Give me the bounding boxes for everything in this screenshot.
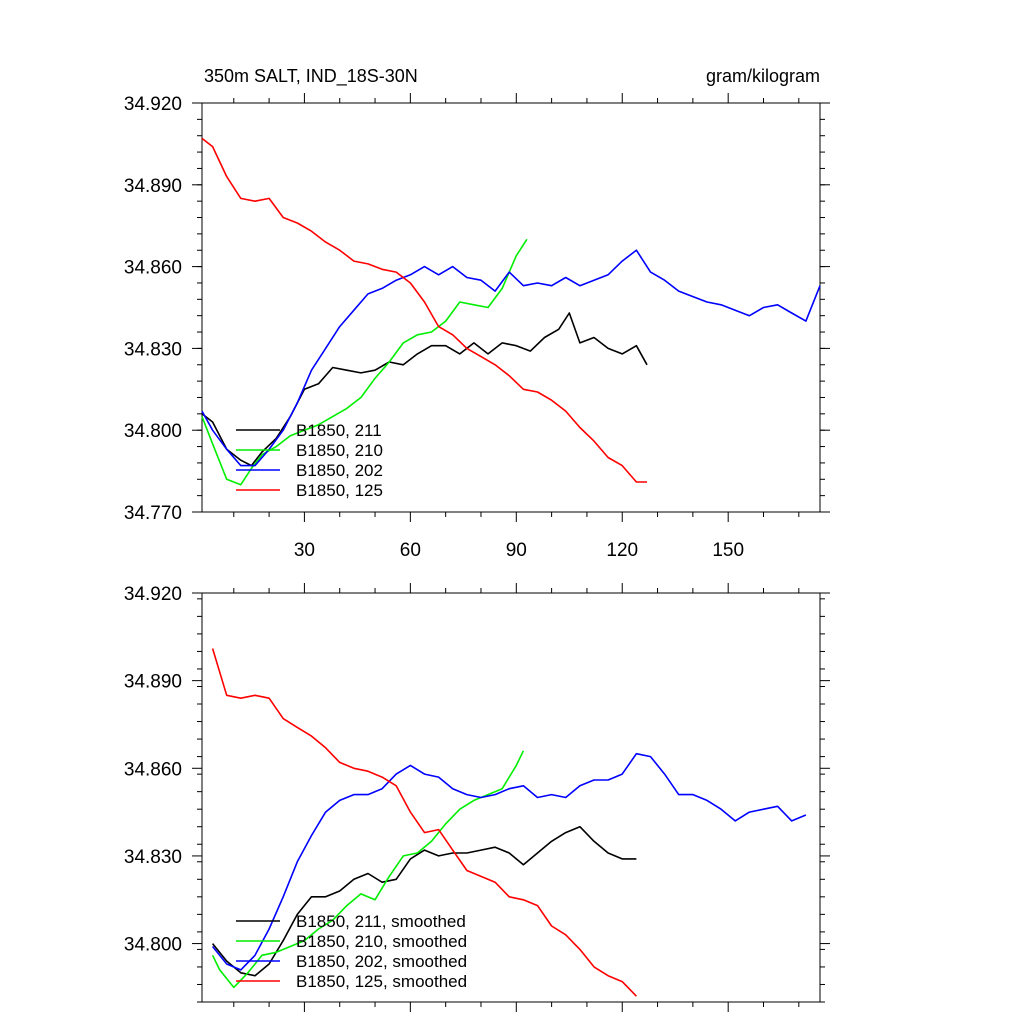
series-line	[211, 752, 807, 971]
top-ytick-labels: 34.770 34.800 34.830 34.860 34.890 34.920	[124, 94, 182, 524]
ytick-label: 34.800	[124, 935, 182, 956]
ytick-label: 34.890	[124, 176, 182, 197]
legend-label: B1850, 211	[296, 421, 382, 440]
series-line	[211, 825, 637, 977]
top-series-group	[201, 137, 821, 486]
top-xtick-labels: 30 60 90 120 150	[294, 540, 744, 561]
top-ticks	[192, 93, 830, 522]
bottom-ytick-labels: 34.800 34.830 34.860 34.890 34.920	[124, 584, 182, 956]
ytick-label: 34.860	[124, 759, 182, 780]
xtick-label: 30	[294, 540, 315, 561]
xtick-label: 120	[606, 540, 638, 561]
series-line	[201, 312, 648, 467]
bottom-series-group	[211, 648, 807, 997]
xtick-label: 60	[400, 540, 421, 561]
ytick-label: 34.830	[124, 847, 182, 868]
top-panel: 350m SALT, IND_18S-30N gram/kilogram 34.…	[124, 66, 830, 561]
bottom-plot-frame	[201, 592, 821, 1003]
bottom-ticks	[192, 583, 830, 1012]
legend-label: B1850, 202, smoothed	[296, 952, 467, 971]
legend-label: B1850, 125, smoothed	[296, 972, 467, 991]
figure-title: 350m SALT, IND_18S-30N	[204, 66, 418, 87]
ytick-label: 34.830	[124, 339, 182, 360]
ytick-label: 34.770	[124, 503, 182, 524]
units-label: gram/kilogram	[706, 66, 820, 86]
ytick-label: 34.800	[124, 421, 182, 442]
legend-label: B1850, 125	[296, 481, 383, 500]
series-line	[201, 249, 821, 467]
ytick-label: 34.920	[124, 584, 182, 605]
series-line	[211, 750, 525, 989]
top-plot-frame	[201, 102, 821, 513]
series-line	[211, 648, 637, 997]
xtick-label: 150	[712, 540, 744, 561]
ytick-label: 34.860	[124, 258, 182, 279]
series-line	[201, 238, 528, 486]
series-line	[201, 137, 647, 483]
bottom-panel: 34.800 34.830 34.860 34.890 34.920 B1850, 21…	[124, 583, 830, 1012]
xtick-label: 90	[506, 540, 527, 561]
ytick-label: 34.890	[124, 672, 182, 693]
legend-label: B1850, 210, smoothed	[296, 932, 467, 951]
ytick-label: 34.920	[124, 94, 182, 115]
legend-label: B1850, 210	[296, 441, 383, 460]
legend-label: B1850, 211, smoothed	[296, 912, 466, 931]
legend-label: B1850, 202	[296, 461, 383, 480]
